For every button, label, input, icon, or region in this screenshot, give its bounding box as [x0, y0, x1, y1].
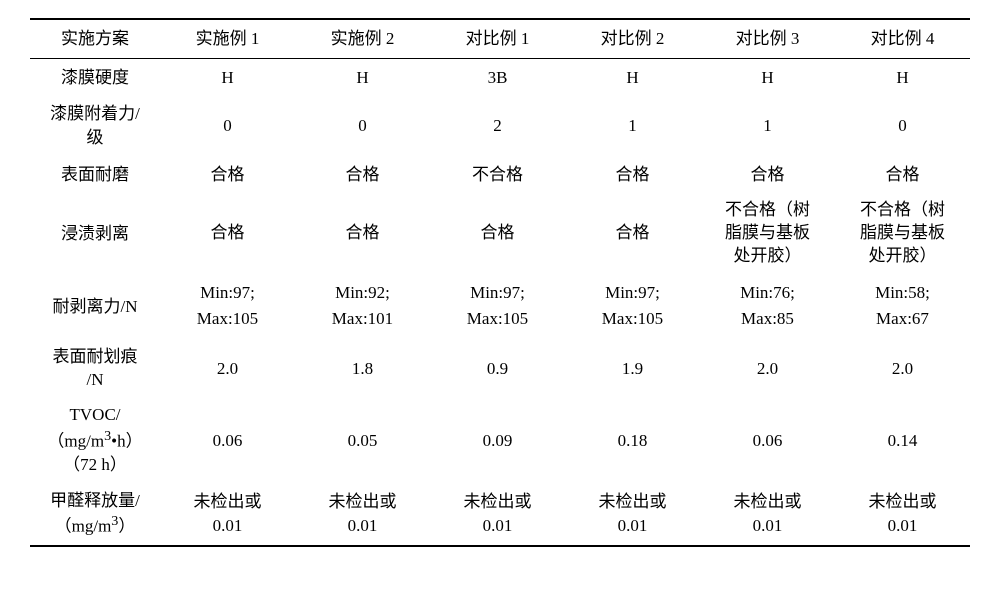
- row-label: 表面耐磨: [30, 156, 160, 194]
- data-table: 实施方案实施例 1实施例 2对比例 1对比例 2对比例 3对比例 4 漆膜硬度H…: [30, 18, 970, 547]
- table-row: 漆膜附着力/级002110: [30, 96, 970, 156]
- cell: 合格: [160, 156, 295, 194]
- col-header-5: 对比例 3: [700, 19, 835, 58]
- cell: 合格: [430, 193, 565, 274]
- cell: 2.0: [700, 339, 835, 399]
- cell: H: [565, 58, 700, 96]
- cell: 不合格: [430, 156, 565, 194]
- cell: Min:58;Max:67: [835, 274, 970, 339]
- row-label: 甲醛释放量/（mg/m3）: [30, 483, 160, 546]
- cell: 0.14: [835, 398, 970, 482]
- table-row: 浸渍剥离合格合格合格合格不合格（树脂膜与基板处开胶）不合格（树脂膜与基板处开胶）: [30, 193, 970, 274]
- cell: 未检出或0.01: [700, 483, 835, 546]
- table-row: 耐剥离力/NMin:97;Max:105Min:92;Max:101Min:97…: [30, 274, 970, 339]
- row-label: 漆膜硬度: [30, 58, 160, 96]
- cell: 未检出或0.01: [835, 483, 970, 546]
- cell: H: [700, 58, 835, 96]
- cell: Min:97;Max:105: [160, 274, 295, 339]
- cell: Min:92;Max:101: [295, 274, 430, 339]
- table-row: 表面耐划痕/N2.01.80.91.92.02.0: [30, 339, 970, 399]
- cell: H: [295, 58, 430, 96]
- col-header-6: 对比例 4: [835, 19, 970, 58]
- cell: Min:97;Max:105: [565, 274, 700, 339]
- cell: 0.05: [295, 398, 430, 482]
- row-label: 漆膜附着力/级: [30, 96, 160, 156]
- cell: H: [160, 58, 295, 96]
- cell: 0.06: [700, 398, 835, 482]
- cell: 2: [430, 96, 565, 156]
- table-header: 实施方案实施例 1实施例 2对比例 1对比例 2对比例 3对比例 4: [30, 19, 970, 58]
- cell: 未检出或0.01: [160, 483, 295, 546]
- cell: 未检出或0.01: [430, 483, 565, 546]
- table-row: 漆膜硬度HH3BHHH: [30, 58, 970, 96]
- row-label: 表面耐划痕/N: [30, 339, 160, 399]
- col-header-1: 实施例 1: [160, 19, 295, 58]
- col-header-4: 对比例 2: [565, 19, 700, 58]
- cell: 0.06: [160, 398, 295, 482]
- cell: 不合格（树脂膜与基板处开胶）: [700, 193, 835, 274]
- cell: 0: [160, 96, 295, 156]
- table-body: 漆膜硬度HH3BHHH漆膜附着力/级002110表面耐磨合格合格不合格合格合格合…: [30, 58, 970, 546]
- cell: H: [835, 58, 970, 96]
- row-label: 浸渍剥离: [30, 193, 160, 274]
- col-header-2: 实施例 2: [295, 19, 430, 58]
- cell: Min:76;Max:85: [700, 274, 835, 339]
- cell: 0.09: [430, 398, 565, 482]
- cell: 合格: [295, 193, 430, 274]
- cell: 未检出或0.01: [565, 483, 700, 546]
- cell: 合格: [295, 156, 430, 194]
- cell: 0.18: [565, 398, 700, 482]
- col-header-label: 实施方案: [30, 19, 160, 58]
- cell: 合格: [565, 193, 700, 274]
- cell: 0.9: [430, 339, 565, 399]
- cell: 合格: [835, 156, 970, 194]
- col-header-3: 对比例 1: [430, 19, 565, 58]
- cell: 0: [835, 96, 970, 156]
- table-row: 甲醛释放量/（mg/m3）未检出或0.01未检出或0.01未检出或0.01未检出…: [30, 483, 970, 546]
- cell: 1: [700, 96, 835, 156]
- table-row: TVOC/（mg/m3•h）（72 h）0.060.050.090.180.06…: [30, 398, 970, 482]
- cell: 3B: [430, 58, 565, 96]
- cell: 2.0: [835, 339, 970, 399]
- cell: 合格: [160, 193, 295, 274]
- cell: 合格: [700, 156, 835, 194]
- cell: 1.9: [565, 339, 700, 399]
- table-row: 表面耐磨合格合格不合格合格合格合格: [30, 156, 970, 194]
- cell: 不合格（树脂膜与基板处开胶）: [835, 193, 970, 274]
- row-label: TVOC/（mg/m3•h）（72 h）: [30, 398, 160, 482]
- cell: 合格: [565, 156, 700, 194]
- cell: 1: [565, 96, 700, 156]
- cell: Min:97;Max:105: [430, 274, 565, 339]
- cell: 1.8: [295, 339, 430, 399]
- cell: 2.0: [160, 339, 295, 399]
- cell: 未检出或0.01: [295, 483, 430, 546]
- cell: 0: [295, 96, 430, 156]
- row-label: 耐剥离力/N: [30, 274, 160, 339]
